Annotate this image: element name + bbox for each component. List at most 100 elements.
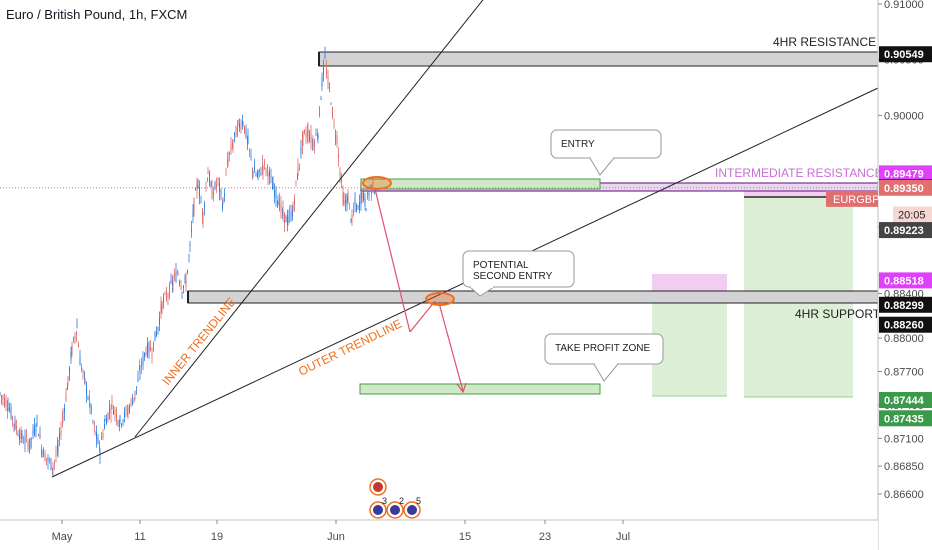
candle-body (216, 184, 217, 187)
candle-body (124, 411, 125, 418)
candle-body (312, 141, 313, 144)
price-tag-label: 0.90549 (884, 49, 924, 61)
candle-body (107, 412, 109, 420)
candle-body (76, 326, 78, 328)
candle-body (327, 75, 329, 85)
second-entry-callout-text-0: POTENTIAL (473, 260, 529, 271)
candle-body (242, 120, 243, 125)
candle-body (67, 376, 69, 383)
candle-body (262, 166, 264, 172)
candle-body (320, 98, 322, 100)
entry-callout-tail (589, 157, 615, 176)
candle-body (224, 193, 225, 196)
candle-body (4, 397, 5, 406)
candle-body (150, 347, 151, 351)
event-marker-fill-icon (407, 505, 417, 515)
candle-body (205, 188, 207, 189)
candle-body (284, 212, 285, 224)
candle-body (310, 133, 312, 143)
candle-body (84, 378, 86, 384)
candle-body (24, 436, 26, 444)
candle-body (368, 193, 370, 196)
candle-body (262, 163, 263, 167)
candle-body (250, 156, 252, 158)
candle-body (69, 368, 70, 375)
countdown-tag (893, 206, 932, 223)
price-tag (879, 46, 932, 63)
candle-body (339, 171, 341, 177)
candle-body (38, 434, 39, 437)
candle-body (163, 298, 164, 302)
take-profit-callout-text-0: TAKE PROFIT ZONE (555, 343, 651, 354)
x-tick-label: Jul (616, 531, 630, 543)
candle-body (225, 174, 227, 175)
candle-body (360, 193, 362, 204)
candle-body (254, 167, 255, 173)
candle-body (299, 163, 300, 165)
candle-body (244, 126, 245, 133)
candle-body (89, 397, 90, 402)
candle-body (92, 420, 94, 422)
candle-body (148, 343, 150, 353)
event-marker-fill-icon (390, 505, 400, 515)
candle-body (145, 350, 147, 355)
candle-body (55, 453, 57, 457)
candle-body (99, 451, 101, 456)
candle-body (345, 200, 346, 203)
candle-body (17, 434, 19, 436)
candle-body (13, 424, 15, 425)
candle-body (210, 182, 212, 186)
candle-body (372, 180, 374, 192)
candle-body (227, 159, 229, 165)
candle-body (195, 189, 196, 191)
candle-body (343, 200, 345, 204)
x-tick-label: 15 (459, 531, 471, 543)
candle-body (67, 385, 68, 390)
candle-body (44, 453, 46, 461)
candle-body (341, 177, 342, 183)
candle-body (52, 468, 53, 470)
candle-body (82, 370, 84, 374)
candle-body (219, 183, 220, 192)
candle-body (214, 182, 216, 189)
candle-body (137, 377, 139, 382)
candle-body (302, 134, 303, 147)
candle-body (54, 460, 55, 463)
candle-body (202, 213, 204, 223)
candle-body (34, 425, 35, 435)
candle-body (211, 187, 213, 199)
candle-body (290, 211, 292, 220)
candle-body (141, 361, 142, 368)
take-profit-callout: TAKE PROFIT ZONE (544, 333, 664, 382)
candle-body (188, 255, 190, 257)
outer-trendline-label: OUTER TRENDLINE (296, 317, 404, 379)
candle-body (20, 430, 22, 439)
candle-body (39, 433, 41, 438)
candle-body (78, 344, 79, 348)
entry-callout-text-0: ENTRY (561, 139, 595, 150)
y-tick-label: 0.88000 (884, 333, 924, 345)
candle-body (156, 331, 157, 337)
candle-body (209, 173, 210, 184)
candle-body (202, 209, 203, 217)
candle-body (9, 408, 10, 411)
candle-body (119, 423, 120, 427)
second-entry-callout-text-1: SECOND ENTRY (473, 271, 553, 282)
candle-body (81, 366, 82, 370)
candle-body (247, 136, 249, 144)
candle-body (129, 406, 130, 413)
candle-body (239, 123, 240, 128)
candle-body (196, 183, 198, 191)
candle-body (257, 173, 258, 177)
candle-body (154, 331, 156, 341)
candle-body (157, 327, 159, 331)
candle-body (0, 392, 1, 394)
candle-body (52, 466, 54, 468)
candle-body (270, 175, 272, 177)
candle-body (161, 301, 163, 312)
candle-body (237, 120, 239, 124)
candle-body (122, 419, 124, 423)
